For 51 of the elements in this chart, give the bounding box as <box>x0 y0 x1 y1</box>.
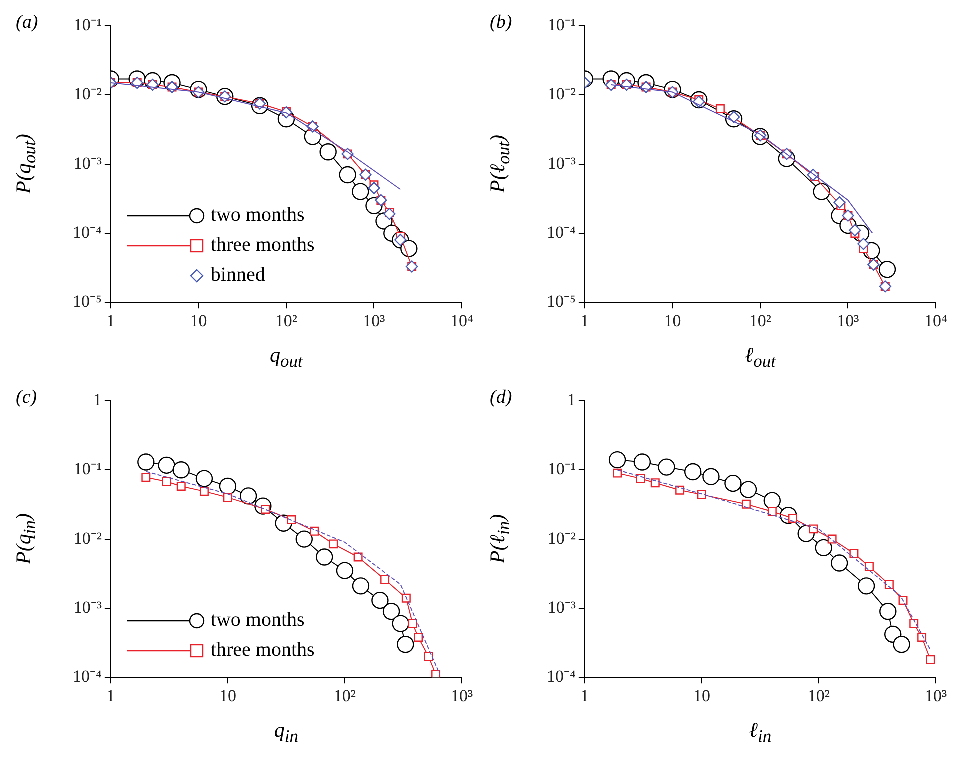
y-tick-label: 10⁻¹ <box>74 460 102 479</box>
x-tick-label: 10³ <box>837 311 860 330</box>
legend-label: two months <box>210 204 305 228</box>
x-tick-label: 10 <box>693 686 710 706</box>
y-tick-label: 10⁻¹ <box>548 15 576 34</box>
y-tick-label: 1 <box>567 390 576 410</box>
chart-title: (a) <box>16 12 38 34</box>
legend-label: binned <box>210 264 266 288</box>
legend-label: three months <box>210 234 315 258</box>
x-tick-label: 1 <box>106 686 116 706</box>
x-tick-label: 1 <box>106 311 116 330</box>
x-axis-title: ℓ$_{in}$ <box>748 718 773 748</box>
y-tick-label: 1 <box>93 390 102 410</box>
y-tick-label: 10⁻³ <box>74 154 102 173</box>
x-tick-label: 10² <box>275 311 298 330</box>
x-tick-label: 10 <box>219 686 236 706</box>
x-tick-label: 10³ <box>924 686 948 706</box>
y-tick-label: 10⁻² <box>548 84 576 104</box>
x-tick-label: 10³ <box>363 311 386 330</box>
y-tick-label: 10⁻¹ <box>74 15 102 34</box>
x-tick-label: 10² <box>749 311 772 330</box>
x-tick-label: 10³ <box>450 686 474 706</box>
x-axis-title: q$_{out}$ <box>269 343 304 372</box>
chart-title: (c) <box>16 387 38 409</box>
y-tick-label: 10⁻² <box>74 84 102 104</box>
x-tick-label: 10⁴ <box>450 311 474 330</box>
x-axis-title: ℓ$_{out}$ <box>744 343 778 372</box>
x-tick-label: 10⁴ <box>924 311 948 330</box>
x-tick-label: 10 <box>664 311 682 330</box>
y-tick-label: 10⁻⁵ <box>72 292 102 312</box>
x-tick-label: 10² <box>334 686 356 706</box>
x-tick-label: 1 <box>580 686 590 706</box>
x-tick-label: 1 <box>580 311 590 330</box>
y-tick-label: 10⁻² <box>74 528 102 548</box>
y-tick-label: 10⁻⁴ <box>72 222 102 242</box>
y-tick-label: 10⁻³ <box>548 154 576 173</box>
legend-label: two months <box>210 609 305 632</box>
y-tick-label: 10⁻³ <box>548 598 576 617</box>
y-tick-label: 10⁻⁴ <box>546 222 576 242</box>
chart-title: (d) <box>490 387 512 409</box>
x-axis-title: q$_{in}$ <box>273 718 300 748</box>
y-tick-label: 10⁻⁴ <box>546 667 576 686</box>
y-tick-label: 10⁻² <box>548 528 576 548</box>
y-tick-label: 10⁻⁵ <box>546 292 576 312</box>
legend-label: three months <box>210 639 315 662</box>
chart-title: (b) <box>490 12 512 34</box>
y-tick-label: 10⁻⁴ <box>72 667 102 686</box>
y-tick-label: 10⁻³ <box>74 598 102 617</box>
x-tick-label: 10 <box>190 311 208 330</box>
x-tick-label: 10² <box>808 686 830 706</box>
y-tick-label: 10⁻¹ <box>548 460 576 479</box>
